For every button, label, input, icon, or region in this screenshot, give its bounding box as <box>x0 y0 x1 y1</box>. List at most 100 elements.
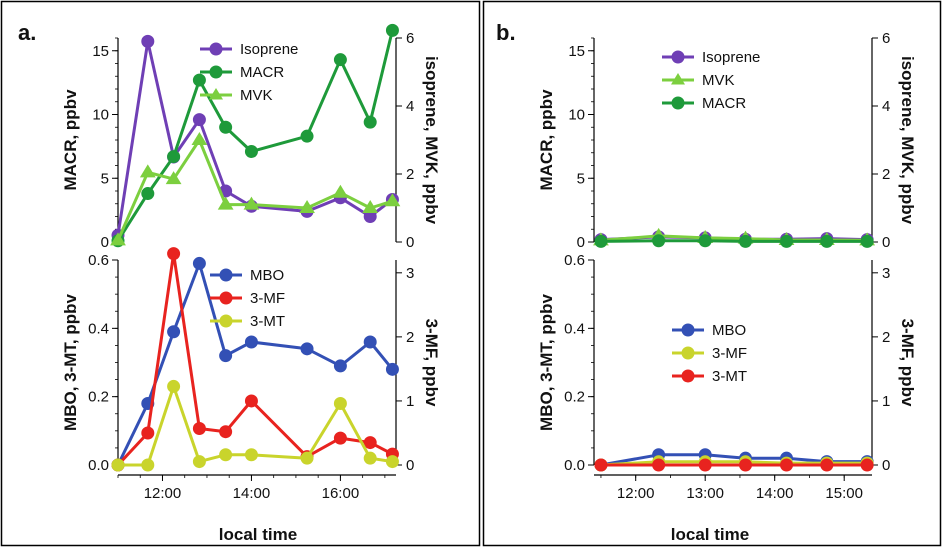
panel-b-xlabel: local time <box>671 525 749 544</box>
legend-label-MACR: MACR <box>240 64 284 81</box>
series-point-3-MT <box>141 458 155 472</box>
y-tick-label-right: 3 <box>406 265 414 282</box>
y-tick-label-right: 4 <box>882 98 890 115</box>
legend-label-Isoprene: Isoprene <box>702 49 760 66</box>
x-tick-label: 14:00 <box>756 485 794 502</box>
y-tick-label-right: 1 <box>406 393 414 410</box>
series-point-3-MF <box>244 394 258 408</box>
legend-label-MVK: MVK <box>702 72 735 89</box>
series-point-3-MT <box>333 397 347 410</box>
series-point-MACR <box>192 73 206 87</box>
series-point-3-MF <box>141 426 155 440</box>
legend-label-3-MT: 3-MT <box>712 368 747 385</box>
chart-b-bottom: 0.0 0.2 0.4 0.6 0 1 2 3 MBO, 3-MT, ppbv 3-MF, ppb… <box>537 252 917 502</box>
y-tick-label-left: 10 <box>92 107 109 124</box>
y-tick-label-right: 0 <box>406 457 414 474</box>
legend-marker-MBO <box>681 323 695 337</box>
y-axis-label-right: isoprene, MVK, ppbv <box>422 56 441 225</box>
x-tick-label: 12:00 <box>617 485 655 502</box>
y-tick-label-left: 0.4 <box>564 320 585 337</box>
y-tick-label-left: 5 <box>101 170 109 187</box>
y-tick-label-right: 2 <box>406 329 414 346</box>
y-tick-label-right: 4 <box>406 98 414 115</box>
y-axis-label-left: MBO, 3-MT, ppbv <box>61 293 80 430</box>
legend-label-MBO: MBO <box>712 322 746 339</box>
series-point-MBO <box>244 335 258 349</box>
legend-label-MACR: MACR <box>702 95 746 112</box>
legend-marker-3-MF <box>219 291 233 305</box>
x-tick-label: 16:00 <box>322 485 360 502</box>
y-tick-label-left: 10 <box>568 107 585 124</box>
series-point-MACR <box>333 53 347 67</box>
y-tick-label-left: 0 <box>577 234 585 251</box>
series-point-MVK <box>165 171 182 185</box>
series-point-MVK <box>362 200 379 214</box>
series-point-Isoprene <box>192 113 206 127</box>
series-point-3-MT <box>111 458 125 472</box>
series-point-MBO <box>333 359 347 373</box>
y-axis-label-left: MACR, ppbv <box>61 89 80 191</box>
y-axis-label-left: MACR, ppbv <box>537 89 556 191</box>
series-point-MBO <box>300 342 314 356</box>
series-point-MBO <box>219 349 233 363</box>
series-line-Isoprene <box>116 39 394 236</box>
y-tick-label-right: 0 <box>882 457 890 474</box>
y-tick-label-right: 2 <box>882 329 890 346</box>
y-axis-label-right: 3-MF, ppbv <box>898 319 917 407</box>
y-tick-label-left: 0.4 <box>88 320 109 337</box>
y-tick-label-left: 0.0 <box>564 457 585 474</box>
series-point-3-MT <box>652 458 666 472</box>
legend-marker-MACR <box>209 65 223 79</box>
series-point-MVK <box>332 184 349 198</box>
series-point-MVK <box>110 232 126 246</box>
y-axis-label-right: isoprene, MVK, ppbv <box>898 56 917 225</box>
y-tick-label-left: 0.6 <box>88 252 109 269</box>
series-point-3-MT <box>219 448 233 462</box>
series-point-3-MT <box>698 458 712 472</box>
y-tick-label-left: 0.6 <box>564 252 585 269</box>
series-point-3-MF <box>333 431 347 445</box>
series-point-3-MT <box>300 451 314 465</box>
series-point-3-MT <box>244 448 258 462</box>
series-point-MACR <box>219 120 233 134</box>
y-tick-label-left: 15 <box>568 43 585 60</box>
series-point-3-MF <box>167 247 181 261</box>
series-point-MBO <box>385 362 399 376</box>
series-point-MACR <box>820 234 834 248</box>
series-point-MACR <box>698 234 712 248</box>
series-point-3-MT <box>385 455 399 469</box>
legend-marker-3-MF <box>681 346 695 360</box>
legend-marker-Isoprene <box>671 50 685 64</box>
series-point-3-MT <box>860 458 874 472</box>
series-point-MACR <box>244 144 258 158</box>
legend-label-MBO: MBO <box>250 267 284 284</box>
x-tick-label: 12:00 <box>144 485 182 502</box>
legend-marker-3-MT <box>219 314 233 328</box>
series-point-3-MF <box>363 436 377 450</box>
series-point-3-MT <box>167 379 181 393</box>
series-line-MVK <box>116 138 393 241</box>
series-point-MACR <box>167 150 181 164</box>
series-point-MVK <box>139 164 156 178</box>
y-tick-label-right: 2 <box>406 166 414 183</box>
series-point-3-MF <box>219 425 233 439</box>
legend-label-3-MF: 3-MF <box>250 290 285 307</box>
series-point-MVK <box>191 132 208 146</box>
legend-label-Isoprene: Isoprene <box>240 41 298 58</box>
series-point-MVK <box>217 196 234 210</box>
series-point-MACR <box>739 234 753 248</box>
series-point-MACR <box>385 23 399 37</box>
series-point-MACR <box>300 129 314 143</box>
legend-marker-MBO <box>219 268 233 282</box>
series-line-3-MF <box>116 252 394 467</box>
series-point-MVK <box>243 196 260 210</box>
series-point-MACR <box>363 115 377 129</box>
series-point-MBO <box>192 256 206 270</box>
y-tick-label-left: 5 <box>577 170 585 187</box>
series-point-3-MT <box>363 451 377 465</box>
y-tick-label-right: 3 <box>882 265 890 282</box>
series-point-3-MT <box>780 458 794 472</box>
y-tick-label-right: 0 <box>882 234 890 251</box>
legend-marker-Isoprene <box>209 42 223 56</box>
